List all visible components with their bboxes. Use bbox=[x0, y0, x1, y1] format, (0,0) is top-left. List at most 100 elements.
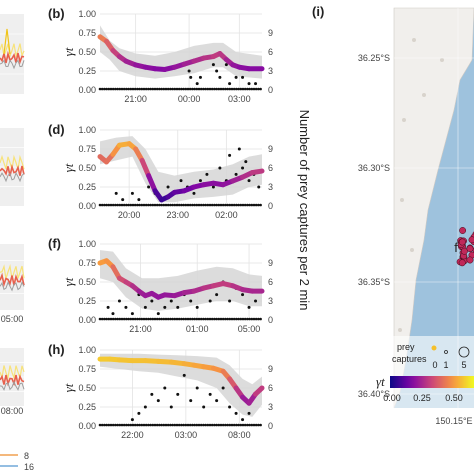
capture-zero-point bbox=[219, 423, 223, 427]
y-axis-title: γt bbox=[61, 383, 76, 392]
terrain-mark bbox=[400, 198, 404, 202]
capture-point bbox=[195, 386, 199, 390]
capture-zero-point bbox=[109, 317, 113, 321]
capture-zero-point bbox=[151, 317, 155, 321]
x-tick-label: 01:00 bbox=[186, 324, 209, 334]
capture-zero-point bbox=[202, 423, 205, 427]
capture-zero-point bbox=[210, 423, 214, 427]
capture-zero-point bbox=[217, 203, 221, 207]
capture-point bbox=[254, 82, 258, 86]
capture-zero-point bbox=[182, 317, 185, 321]
capture-point bbox=[130, 191, 134, 195]
left-strip-3 bbox=[0, 244, 25, 310]
capture-zero-point bbox=[193, 203, 196, 207]
capture-zero-point bbox=[239, 87, 243, 91]
strip-line bbox=[0, 59, 25, 70]
capture-zero-point bbox=[125, 87, 128, 91]
location-point bbox=[466, 245, 474, 253]
capture-point bbox=[166, 185, 170, 189]
capture-zero-point bbox=[127, 317, 130, 321]
capture-point bbox=[176, 392, 180, 396]
capture-zero-point bbox=[103, 317, 106, 321]
capture-zero-point bbox=[235, 423, 238, 427]
capture-point bbox=[228, 153, 232, 157]
y-tick-label: 0.50 bbox=[78, 47, 96, 57]
capture-point bbox=[237, 147, 241, 151]
capture-zero-point bbox=[127, 423, 130, 427]
capture-zero-point bbox=[169, 423, 172, 427]
capture-zero-point bbox=[197, 423, 201, 427]
y2-tick-label: 0 bbox=[268, 201, 273, 211]
capture-point bbox=[211, 63, 215, 67]
capture-zero-point bbox=[162, 203, 166, 207]
capture-zero-point bbox=[173, 423, 177, 427]
capture-point bbox=[117, 299, 121, 303]
capture-zero-point bbox=[127, 87, 130, 91]
legend-title: prey bbox=[397, 342, 415, 352]
capture-zero-point bbox=[107, 423, 111, 427]
capture-zero-point bbox=[199, 203, 203, 207]
capture-zero-point bbox=[138, 203, 141, 207]
capture-zero-point bbox=[155, 203, 159, 207]
capture-zero-point bbox=[153, 203, 157, 207]
capture-zero-point bbox=[248, 87, 251, 91]
capture-zero-point bbox=[204, 203, 207, 207]
capture-zero-point bbox=[164, 203, 168, 207]
strip-line bbox=[0, 374, 25, 387]
capture-zero-point bbox=[184, 87, 188, 91]
capture-zero-point bbox=[235, 87, 238, 91]
capture-point bbox=[228, 82, 232, 86]
capture-point bbox=[137, 198, 141, 202]
location-point bbox=[468, 236, 474, 244]
panel-letter: (d) bbox=[48, 122, 65, 137]
capture-zero-point bbox=[116, 87, 119, 91]
capture-zero-point bbox=[210, 317, 214, 321]
y-axis-title: γt bbox=[61, 47, 76, 56]
capture-zero-point bbox=[246, 317, 249, 321]
capture-zero-point bbox=[204, 423, 207, 427]
lat-tick-label: 36.25°S bbox=[358, 53, 390, 63]
capture-zero-point bbox=[98, 87, 102, 91]
capture-zero-point bbox=[122, 317, 126, 321]
capture-zero-point bbox=[122, 423, 126, 427]
capture-zero-point bbox=[243, 203, 247, 207]
capture-zero-point bbox=[153, 87, 157, 91]
capture-zero-point bbox=[98, 423, 102, 427]
capture-zero-point bbox=[140, 87, 144, 91]
capture-zero-point bbox=[221, 423, 225, 427]
capture-zero-point bbox=[235, 317, 238, 321]
lat-tick-label: 36.35°S bbox=[358, 277, 390, 287]
capture-zero-point bbox=[191, 317, 194, 321]
capture-zero-point bbox=[164, 87, 168, 91]
capture-zero-point bbox=[215, 87, 218, 91]
legend-size-value: 5 bbox=[461, 360, 466, 370]
y2-tick-label: 9 bbox=[268, 364, 273, 374]
capture-zero-point bbox=[195, 87, 199, 91]
panel-letter: (f) bbox=[48, 236, 61, 251]
x-tick-label: 22:00 bbox=[121, 430, 144, 440]
strip-line bbox=[0, 281, 25, 292]
y-tick-label: 0.00 bbox=[78, 201, 96, 211]
capture-point bbox=[143, 305, 147, 309]
x-tick-label: 23:00 bbox=[166, 210, 189, 220]
capture-point bbox=[202, 405, 206, 409]
capture-zero-point bbox=[250, 317, 254, 321]
capture-zero-point bbox=[224, 423, 227, 427]
capture-zero-point bbox=[166, 87, 170, 91]
capture-zero-point bbox=[116, 423, 119, 427]
capture-zero-point bbox=[151, 423, 155, 427]
capture-zero-point bbox=[166, 317, 170, 321]
capture-zero-point bbox=[208, 87, 212, 91]
capture-zero-point bbox=[162, 317, 166, 321]
y2-tick-label: 6 bbox=[268, 277, 273, 287]
capture-zero-point bbox=[127, 203, 130, 207]
capture-zero-point bbox=[177, 203, 181, 207]
capture-point bbox=[211, 185, 215, 189]
capture-zero-point bbox=[235, 203, 238, 207]
capture-zero-point bbox=[215, 423, 218, 427]
capture-zero-point bbox=[248, 423, 251, 427]
panel-h: (h) 0.00 0.25 0.50 0.75 1.00 0 3 6 9 22:00 03:00 08:… bbox=[48, 342, 273, 440]
lat-tick-label: 36.40°S bbox=[358, 389, 390, 399]
gamma-line-segment bbox=[249, 168, 265, 176]
map-legend: prey captures 0 1 5 γt 0.00 0.25 0.50 bbox=[376, 336, 474, 410]
